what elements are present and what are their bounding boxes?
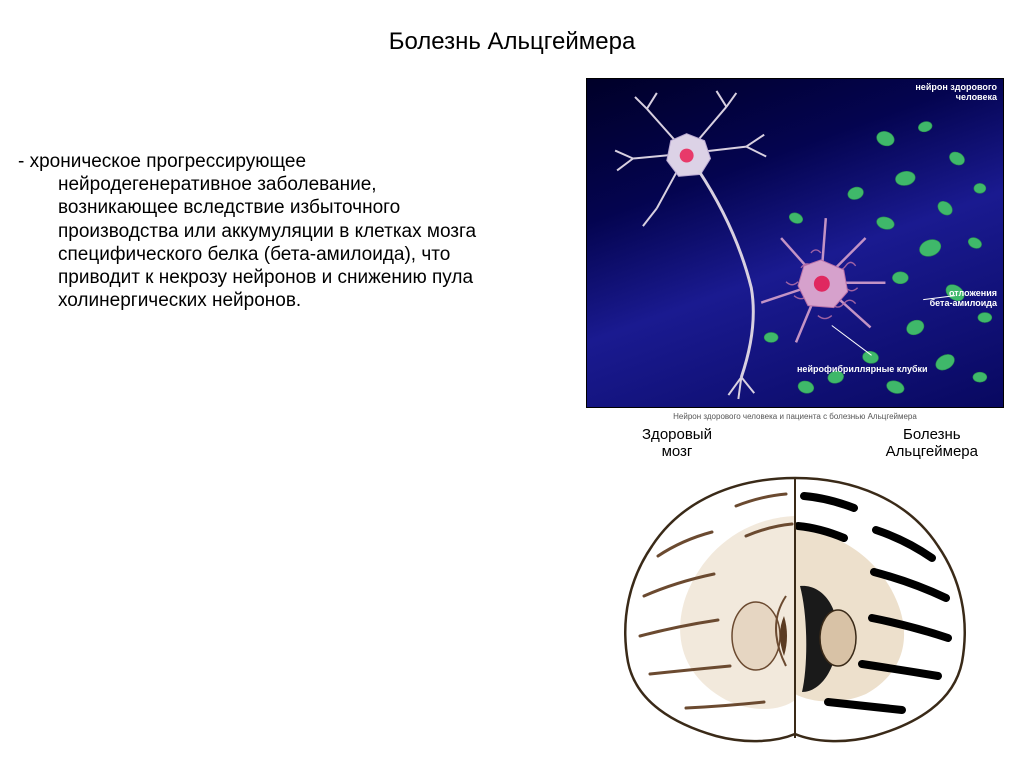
diseased-neuron [761, 218, 885, 342]
neuron-panel-caption: Нейрон здорового человека и пациента с б… [587, 412, 1003, 421]
brain-comparison-figure: Здоровыймозг БолезньАльцгеймера [586, 424, 1004, 750]
label-healthy-neuron: нейрон здоровогочеловека [915, 83, 997, 103]
brain-illustration [586, 466, 1004, 748]
label-alzheimer-brain: БолезньАльцгеймера [886, 426, 978, 461]
neuron-comparison-figure: нейрон здоровогочеловека отложениябета-а… [586, 78, 1004, 408]
label-healthy-brain: Здоровыймозг [642, 426, 712, 461]
slide-body: - хроническое прогрессирующее нейродеген… [18, 150, 478, 312]
healthy-neuron [615, 91, 766, 399]
label-amyloid: отложениябета-амилоида [930, 289, 997, 309]
slide-title: Болезнь Альцгеймера [0, 28, 1024, 56]
label-tangles: нейрофибриллярные клубки [797, 365, 928, 375]
body-first-line: - хроническое прогрессирующее [18, 150, 478, 173]
body-rest: нейродегенеративное заболевание, возника… [18, 173, 478, 312]
neuron-illustration [587, 79, 1003, 407]
